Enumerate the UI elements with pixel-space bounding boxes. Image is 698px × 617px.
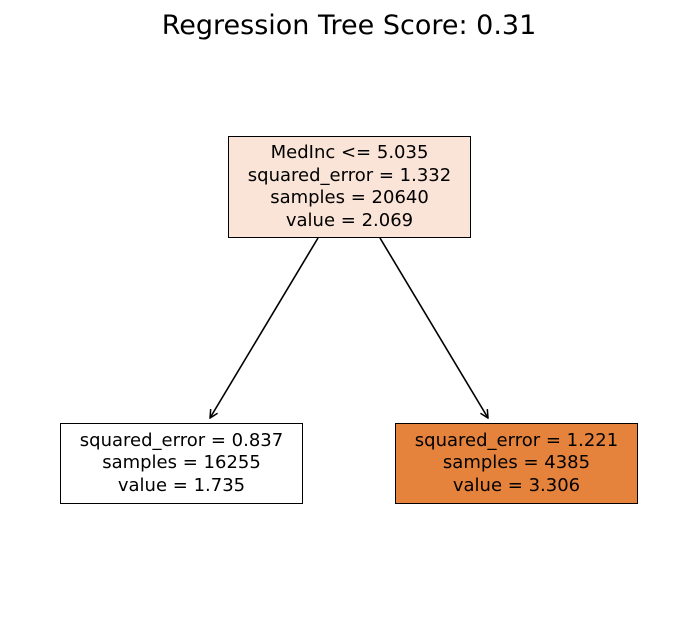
right-squared-error: squared_error = 1.221 [414, 429, 619, 451]
left-squared-error: squared_error = 0.837 [79, 429, 284, 451]
right-samples: samples = 4385 [442, 452, 591, 474]
root-split-rule: MedInc <= 5.035 [270, 142, 429, 163]
left-leaf-node: squared_error = 0.837 samples = 16255 va… [60, 423, 303, 504]
left-samples: samples = 16255 [102, 452, 261, 474]
edge-root-to-left [210, 237, 319, 418]
left-value: value = 1.735 [117, 474, 246, 496]
root-squared-error: squared_error = 1.332 [247, 164, 452, 186]
right-leaf-node: squared_error = 1.221 samples = 4385 val… [395, 423, 638, 504]
root-value: value = 2.069 [285, 209, 414, 231]
right-value: value = 3.306 [452, 474, 581, 496]
root-node: MedInc <= 5.035 squared_error = 1.332 sa… [228, 136, 471, 238]
chart-title: Regression Tree Score: 0.31 [161, 10, 537, 41]
root-samples: samples = 20640 [270, 187, 429, 208]
edge-root-to-right [379, 237, 488, 418]
